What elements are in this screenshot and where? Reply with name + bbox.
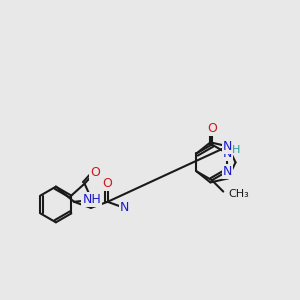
Text: O: O	[103, 178, 112, 190]
Text: O: O	[90, 166, 100, 178]
Text: N: N	[223, 165, 232, 178]
Text: O: O	[207, 122, 217, 135]
Text: CH₃: CH₃	[228, 189, 249, 199]
Text: N: N	[120, 201, 129, 214]
Text: H: H	[232, 145, 240, 155]
Text: N: N	[223, 140, 232, 153]
Text: N: N	[223, 147, 232, 160]
Text: NH: NH	[82, 194, 101, 206]
